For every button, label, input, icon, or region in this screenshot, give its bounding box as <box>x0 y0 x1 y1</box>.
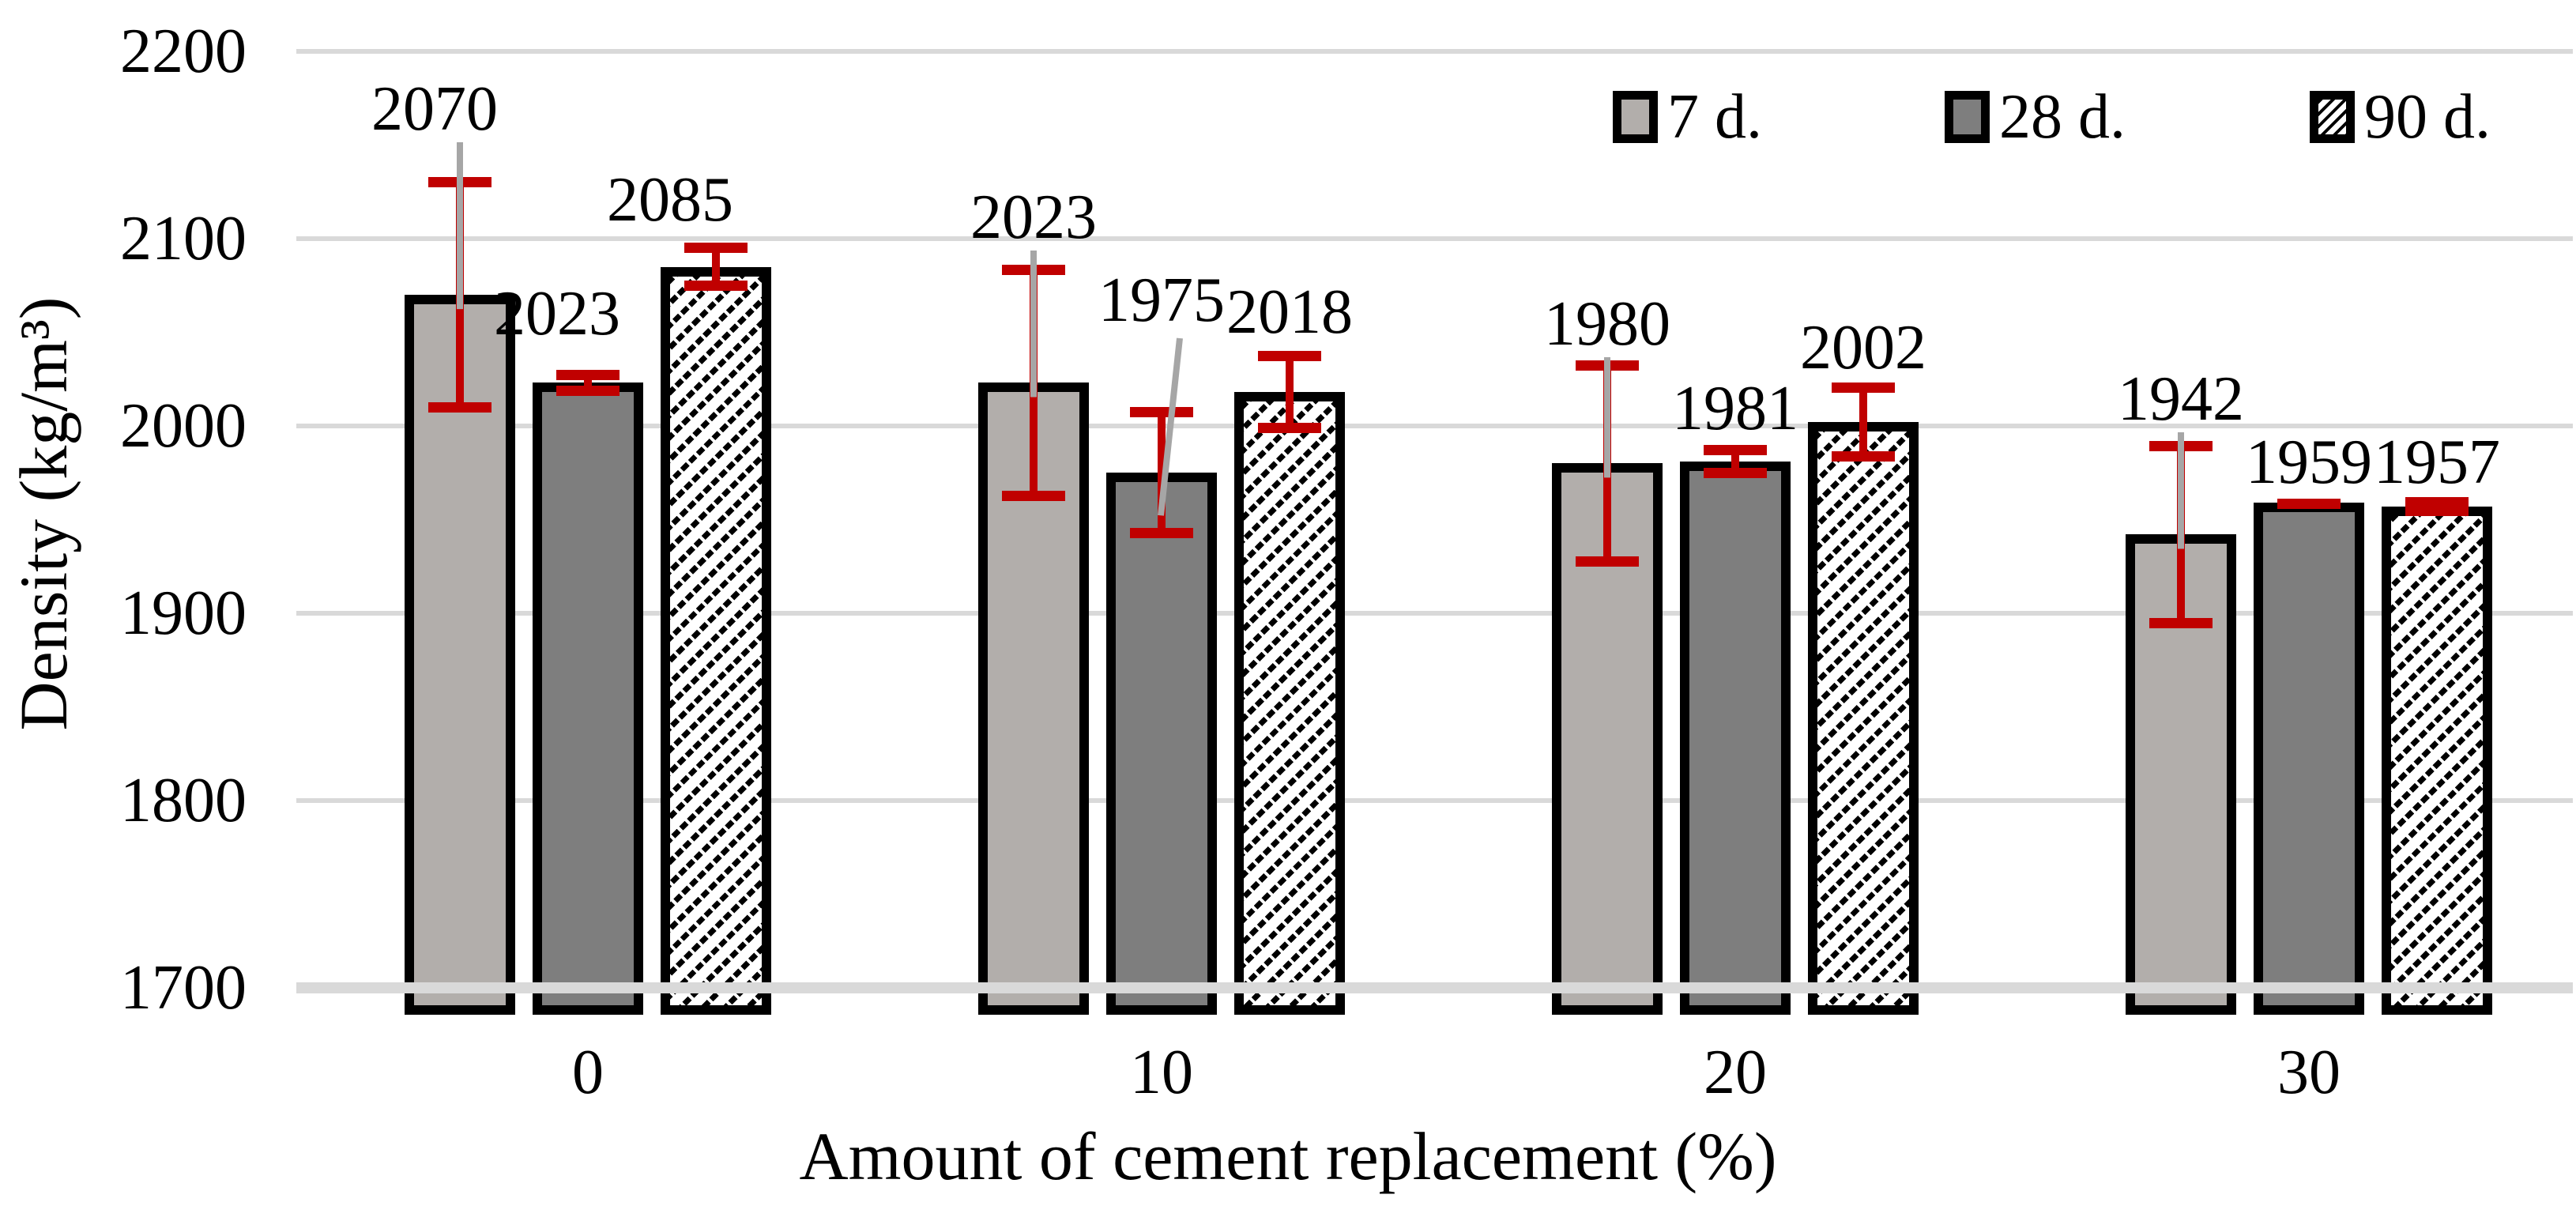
error-bar-bottom-cap <box>1130 528 1193 539</box>
error-bar-stem <box>1603 360 1611 567</box>
bar-28d-30pct <box>2254 503 2364 1015</box>
legend-swatch-7d <box>1613 91 1658 143</box>
error-bar-7d-30pct <box>2149 440 2213 628</box>
error-bar-90d-20pct <box>1832 383 1895 462</box>
error-bar-bottom-cap <box>556 386 620 397</box>
x-axis-line <box>296 982 2573 993</box>
error-bar-28d-0pct <box>556 369 620 397</box>
error-bar-stem <box>2177 440 2185 628</box>
y-tick-label-1900: 1900 <box>120 578 247 648</box>
x-tick-label-20: 20 <box>1704 1038 1767 1107</box>
data-label-7d-30pct: 1942 <box>2118 364 2244 434</box>
error-bar-top-cap <box>1258 351 1321 362</box>
error-bar-stem <box>1731 444 1739 479</box>
error-bar-top-cap <box>556 369 620 380</box>
bar-7d-10pct <box>978 383 1089 1015</box>
error-bar-top-cap <box>1130 407 1193 418</box>
x-tick-label-10: 10 <box>1130 1038 1193 1107</box>
x-tick-label-0: 0 <box>572 1038 604 1107</box>
error-bar-top-cap <box>2405 497 2469 508</box>
legend-item-7d: 7 d. <box>1613 85 1762 149</box>
error-bar-90d-0pct <box>684 242 748 292</box>
gridline-2100 <box>296 236 2573 241</box>
data-label-28d-0pct: 2023 <box>494 279 620 349</box>
error-bar-28d-30pct <box>2277 499 2341 510</box>
legend-swatch-90d <box>2310 91 2355 143</box>
bar-90d-20pct <box>1808 422 1919 1015</box>
legend-swatch-28d <box>1945 91 1990 143</box>
data-label-7d-0pct: 2070 <box>371 74 498 144</box>
error-bar-90d-30pct <box>2405 497 2469 516</box>
error-bar-7d-10pct <box>1002 265 1065 501</box>
error-bar-stem <box>1859 383 1867 462</box>
error-bar-top-cap <box>684 242 748 253</box>
error-bar-bottom-cap <box>2149 617 2213 628</box>
legend-label-90d: 90 d. <box>2364 82 2491 152</box>
error-bar-90d-10pct <box>1258 351 1321 434</box>
error-bar-bottom-cap <box>1576 556 1639 567</box>
gridline-1800 <box>296 798 2573 803</box>
bar-28d-20pct <box>1680 462 1791 1015</box>
error-bar-28d-20pct <box>1704 444 1767 479</box>
bar-28d-0pct <box>533 383 643 1015</box>
data-label-28d-20pct: 1981 <box>1672 374 1798 443</box>
error-bar-stem <box>584 369 592 397</box>
error-bar-top-cap <box>428 176 491 187</box>
data-label-28d-30pct: 1959 <box>2246 428 2372 497</box>
y-tick-label-2200: 2200 <box>120 17 247 86</box>
error-bar-top-cap <box>2149 440 2213 451</box>
error-bar-28d-10pct <box>1130 407 1193 539</box>
legend-item-90d: 90 d. <box>2310 85 2491 149</box>
legend-label-7d: 7 d. <box>1667 82 1762 152</box>
error-bar-stem <box>1286 351 1294 434</box>
error-bar-7d-20pct <box>1576 360 1639 567</box>
error-bar-stem <box>712 242 720 292</box>
error-bar-bottom-cap <box>684 281 748 292</box>
y-tick-label-1700: 1700 <box>120 953 247 1023</box>
y-axis-title: Density (kg/m³) <box>6 296 81 731</box>
y-tick-label-2100: 2100 <box>120 204 247 273</box>
error-bar-bottom-cap <box>1258 423 1321 434</box>
error-bar-bottom-cap <box>2405 505 2469 516</box>
gridline-2200 <box>296 49 2573 54</box>
data-label-90d-30pct: 1957 <box>2374 428 2500 497</box>
gridline-1900 <box>296 611 2573 616</box>
data-label-7d-20pct: 1980 <box>1544 289 1670 359</box>
bar-90d-30pct <box>2382 506 2492 1015</box>
error-bar-bottom-cap <box>2277 499 2341 510</box>
x-axis-title: Amount of cement replacement (%) <box>799 1118 1777 1194</box>
error-bar-top-cap <box>1576 360 1639 371</box>
legend-label-28d: 28 d. <box>1999 82 2126 152</box>
error-bar-stem <box>1158 407 1166 539</box>
gridline-2000 <box>296 424 2573 428</box>
error-bar-top-cap <box>1002 265 1065 276</box>
error-bar-top-cap <box>1832 383 1895 394</box>
y-tick-label-2000: 2000 <box>120 391 247 461</box>
bar-90d-0pct <box>661 266 771 1015</box>
x-tick-label-30: 30 <box>2277 1038 2341 1107</box>
legend-item-28d: 28 d. <box>1945 85 2126 149</box>
error-bar-top-cap <box>1704 444 1767 455</box>
bar-28d-10pct <box>1106 473 1217 1015</box>
data-label-7d-10pct: 2023 <box>970 183 1097 252</box>
data-label-28d-10pct: 1975 <box>1098 266 1225 335</box>
y-tick-label-1800: 1800 <box>120 766 247 835</box>
error-bar-bottom-cap <box>428 402 491 413</box>
bar-7d-30pct <box>2126 534 2236 1015</box>
bar-90d-10pct <box>1234 392 1345 1015</box>
error-bar-stem <box>1030 265 1038 501</box>
data-label-90d-10pct: 2018 <box>1226 277 1353 347</box>
error-bar-bottom-cap <box>1832 451 1895 462</box>
data-label-90d-20pct: 2002 <box>1800 313 1926 383</box>
data-label-90d-0pct: 2085 <box>607 165 733 235</box>
error-bar-bottom-cap <box>1002 490 1065 501</box>
error-bar-bottom-cap <box>1704 468 1767 479</box>
